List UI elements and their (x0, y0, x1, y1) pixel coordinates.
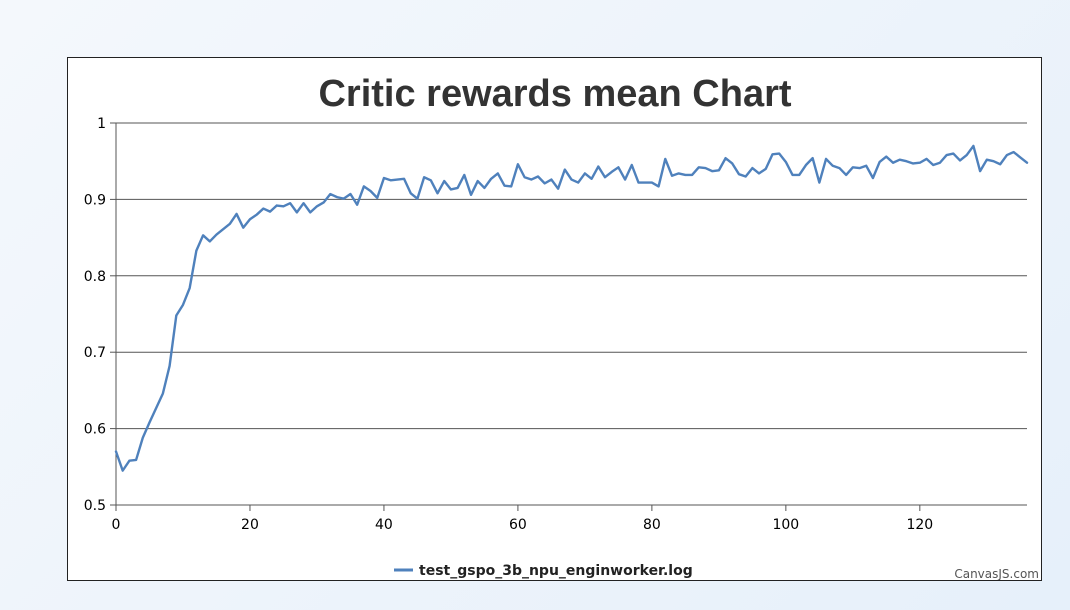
legend-label[interactable]: test_gspo_3b_npu_enginworker.log (419, 563, 693, 579)
y-tick-label: 0.8 (84, 269, 106, 285)
x-tick-label: 40 (375, 517, 393, 533)
x-tick-label: 0 (112, 517, 121, 533)
axes: 0.5 0.6 0.7 0.8 0.9 1 0 20 40 60 80 100 120 (84, 116, 1027, 533)
series-line[interactable] (114, 144, 1029, 472)
y-tick-label: 0.6 (84, 422, 106, 438)
chart-frame: Critic rewards mean Chart 0.5 0.6 0.7 0.8 0.… (67, 57, 1042, 581)
y-tick-label: 0.7 (84, 345, 106, 361)
x-tick-label: 20 (241, 517, 259, 533)
y-tick-label: 1 (97, 116, 106, 132)
chart-title: Critic rewards mean Chart (318, 73, 791, 115)
x-tick-label: 120 (906, 517, 933, 533)
legend[interactable]: test_gspo_3b_npu_enginworker.log (394, 563, 693, 579)
series-layer (114, 144, 1029, 472)
y-tick-label: 0.5 (84, 498, 106, 514)
x-tick-label: 60 (509, 517, 527, 533)
line-chart: Critic rewards mean Chart 0.50.60.70.80.… (84, 73, 1039, 580)
x-tick-label: 80 (643, 517, 661, 533)
canvasjs-credit[interactable]: CanvasJS.com (954, 567, 1039, 580)
y-tick-label: 0.9 (84, 192, 106, 208)
x-tick-label: 100 (772, 517, 799, 533)
